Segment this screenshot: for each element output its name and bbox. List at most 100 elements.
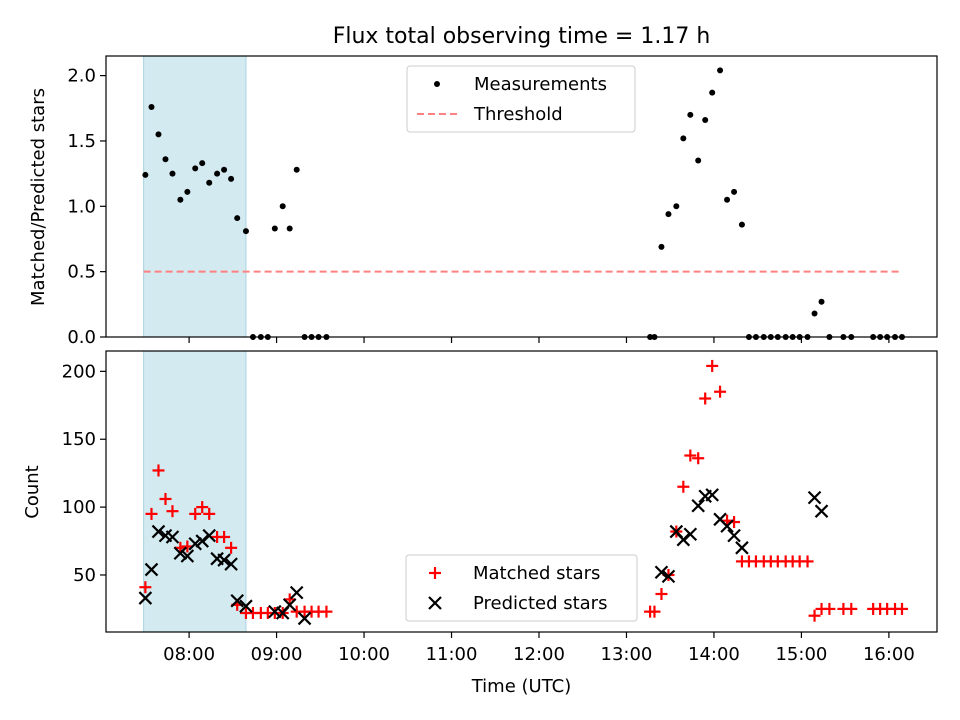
measurement-point (162, 156, 169, 163)
top-legend: Measurements Threshold (406, 65, 636, 133)
matched-star-point (801, 555, 814, 568)
matched-star-point (714, 385, 727, 398)
predicted-star-point (224, 557, 238, 571)
y-tick-label: 50 (73, 565, 96, 586)
predicted-star-point (727, 528, 741, 543)
legend-matched-label: Matched stars (473, 563, 600, 584)
measurement-point (148, 103, 155, 110)
measurement-point (199, 160, 206, 167)
measurement-point (286, 225, 293, 232)
y-tick-label: 1.0 (67, 196, 96, 217)
bottom-panel: 08:00 09:00 10:00 11:00 12:00 13:00 14:00 15:00… (22, 350, 938, 697)
matched-star-point (225, 541, 238, 554)
matched-stars-series (139, 359, 909, 622)
x-tick-label: 09:00 (251, 644, 303, 665)
legend-predicted-label: Predicted stars (473, 593, 607, 614)
predicted-star-point (683, 527, 698, 542)
predicted-star-point (654, 565, 669, 580)
y-tick-label: 0.0 (67, 327, 96, 348)
bottom-axis-ticks: 08:00 09:00 10:00 11:00 12:00 13:00 14:00 15:00… (62, 361, 915, 665)
bottom-legend-box (405, 554, 638, 622)
predicted-star-point (661, 569, 676, 584)
measurement-point (673, 203, 680, 210)
x-tick-label: 10:00 (338, 644, 390, 665)
y-tick-label: 100 (62, 497, 96, 518)
x-tick-label: 11:00 (426, 644, 478, 665)
measurement-point (214, 170, 221, 177)
bottom-shaded-span (143, 350, 247, 633)
matched-star-point (159, 492, 172, 505)
measurement-point (234, 215, 241, 222)
predicted-star-point (691, 498, 705, 513)
predicted-star-point (807, 490, 822, 505)
measurement-point (702, 117, 709, 124)
matched-star-point (203, 507, 216, 520)
x-tick-label: 14:00 (688, 644, 740, 665)
predicted-stars-series (138, 488, 829, 626)
matched-star-point (706, 359, 719, 372)
matched-star-point (845, 602, 858, 615)
measurement-point (717, 67, 724, 74)
measurement-point (169, 170, 176, 177)
y-tick-label: 150 (62, 429, 96, 450)
predicted-star-point (289, 585, 304, 600)
predicted-star-point (239, 599, 253, 613)
measurement-point (658, 243, 665, 250)
bottom-axes-frame (105, 350, 938, 633)
bottom-xlabel: Time (UTC) (471, 676, 572, 697)
predicted-star-point (297, 611, 312, 626)
matched-star-point (808, 609, 821, 622)
legend-matched-marker (429, 567, 441, 579)
measurement-point (206, 179, 213, 186)
measurement-point (242, 228, 249, 235)
legend-threshold-label: Threshold (473, 104, 563, 125)
measurement-point (695, 157, 702, 164)
measurement-point (738, 221, 745, 228)
measurement-point (184, 188, 191, 195)
predicted-star-point (202, 528, 216, 543)
y-tick-label: 0.5 (67, 262, 96, 283)
top-shaded-span (143, 55, 247, 338)
y-tick-label: 2.0 (67, 66, 96, 87)
matched-star-point (648, 605, 661, 618)
matched-star-point (196, 501, 209, 514)
measurement-point (687, 111, 694, 118)
top-ylabel: Matched/Predicted stars (28, 88, 49, 306)
x-tick-label: 13:00 (601, 644, 653, 665)
measurement-point (665, 211, 672, 218)
predicted-star-point (217, 553, 231, 567)
measurement-point (177, 196, 184, 203)
matched-star-point (823, 602, 836, 615)
measurement-point (155, 131, 162, 138)
bottom-legend: Matched stars Predicted stars (405, 554, 638, 622)
predicted-star-point (195, 534, 209, 548)
predicted-star-point (720, 519, 734, 533)
x-tick-label: 12:00 (513, 644, 565, 665)
matched-star-point (152, 464, 165, 477)
legend-measurements-label: Measurements (474, 74, 607, 95)
matched-star-point (320, 605, 333, 618)
matched-star-point (896, 602, 909, 615)
matched-star-point (218, 530, 231, 543)
measurement-point (709, 89, 716, 96)
x-tick-label: 08:00 (163, 644, 215, 665)
predicted-star-point (173, 546, 188, 561)
top-axes-frame (105, 55, 938, 338)
predicted-star-point (282, 598, 297, 612)
measurement-point (724, 196, 731, 203)
measurement-point (221, 166, 228, 173)
bottom-ylabel: Count (22, 465, 43, 518)
predicted-star-point (165, 530, 180, 544)
matched-star-point (189, 507, 202, 520)
predicted-star-point (144, 562, 159, 577)
matched-star-point (139, 581, 152, 594)
matched-star-point (166, 505, 179, 518)
measurement-point (192, 165, 199, 172)
matched-star-point (692, 452, 705, 465)
top-panel: 0.00.51.01.52.0 Matched/Predicted stars … (28, 55, 938, 348)
measurement-point (279, 203, 286, 210)
matched-star-point (684, 449, 697, 462)
legend-predicted-marker (428, 596, 442, 610)
y-tick-label: 200 (62, 361, 96, 382)
